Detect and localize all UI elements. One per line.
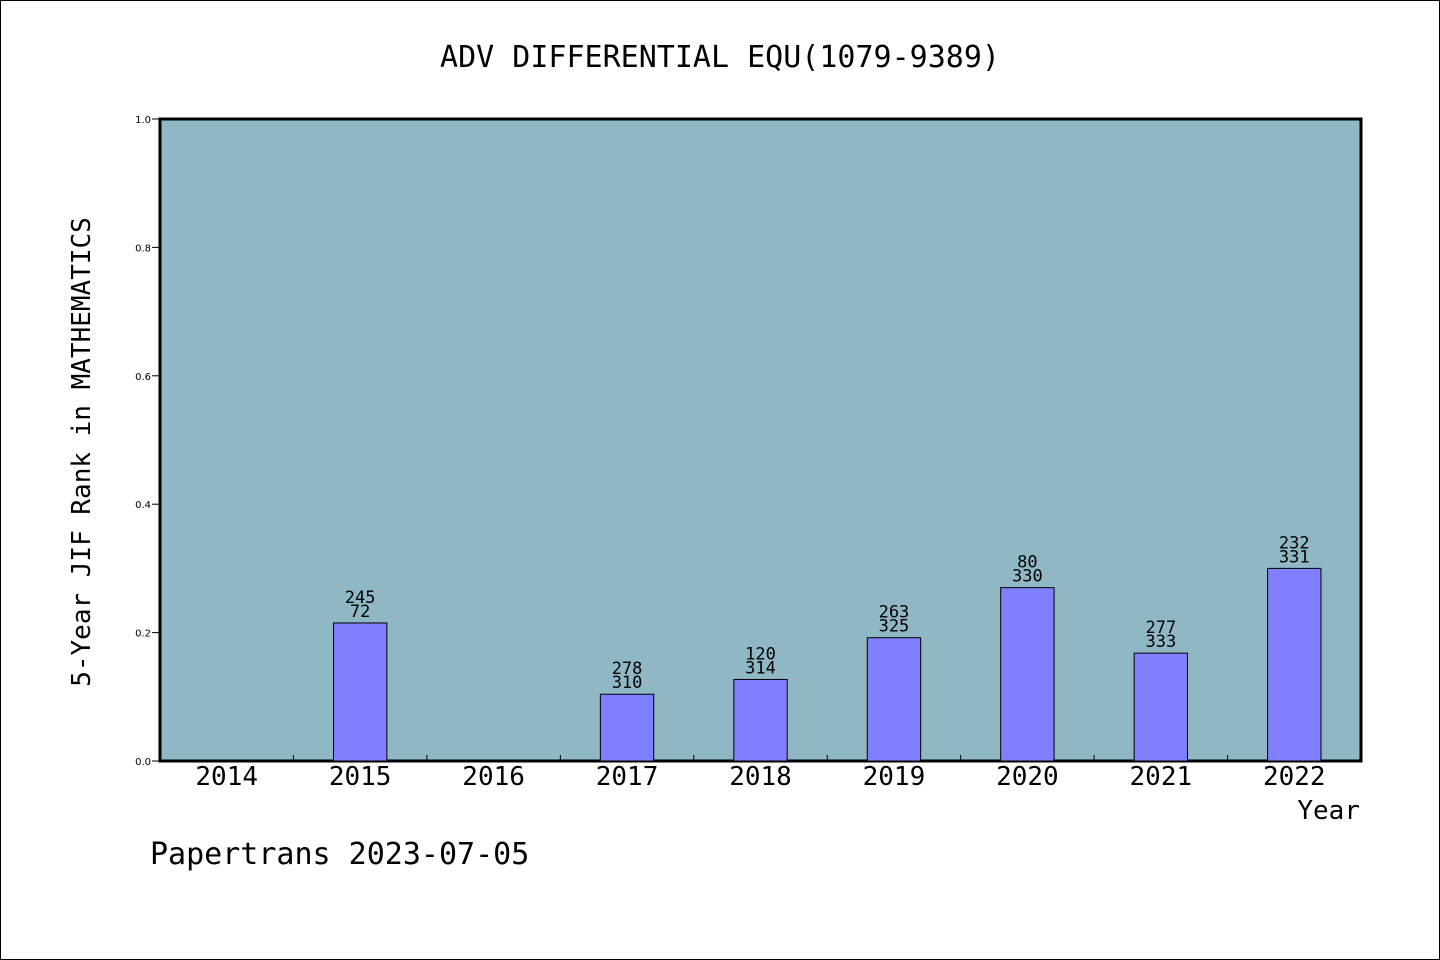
bar-label-top: 80 — [1017, 553, 1037, 573]
x-tick-label: 2016 — [462, 762, 525, 792]
y-axis-ticks: 0.0 0.2 0.4 0.6 0.8 1.0 — [135, 115, 160, 768]
y-tick-label: 1.0 — [135, 115, 151, 126]
x-axis-ticks: 2014 2015 2016 2017 2018 2019 2020 2021 2022 — [195, 755, 1326, 792]
bar-label-bottom: 325 — [879, 617, 910, 637]
bar-label-top: 120 — [745, 644, 776, 664]
x-tick-label: 2022 — [1263, 762, 1326, 792]
y-axis-label: 5-Year JIF Rank in MATHEMATICS — [67, 217, 97, 687]
y-tick-label: 0.2 — [135, 629, 151, 640]
bar-2020 — [1000, 587, 1055, 762]
bar-label-bottom: 314 — [745, 658, 776, 678]
x-axis-label: Year — [1297, 796, 1360, 826]
bar-label-bottom: 330 — [1012, 567, 1043, 587]
bar-label-bottom: 310 — [612, 673, 643, 693]
bar-label-top: 232 — [1279, 533, 1310, 553]
x-tick-label: 2015 — [329, 762, 392, 792]
y-tick-label: 0.4 — [135, 500, 151, 511]
chart-title: ADV DIFFERENTIAL EQU(1079-9389) — [440, 40, 1000, 75]
bar-2021 — [1133, 652, 1189, 762]
bar-label-bottom: 72 — [350, 602, 370, 622]
x-tick-label: 2019 — [863, 762, 926, 792]
x-tick-label: 2017 — [596, 762, 659, 792]
y-tick-label: 0.6 — [135, 372, 151, 383]
bar-label-bottom: 331 — [1279, 547, 1310, 567]
bar-label-top: 245 — [345, 588, 376, 608]
bar-2019 — [866, 637, 922, 762]
bar-label-top: 278 — [612, 659, 643, 679]
bars — [332, 567, 1322, 762]
bar-label-top: 263 — [879, 603, 910, 623]
bar-2018 — [733, 678, 788, 762]
x-tick-label: 2020 — [996, 762, 1059, 792]
x-tick-label: 2018 — [729, 762, 792, 792]
footer-text: Papertrans 2023-07-05 — [150, 837, 529, 872]
bar-2022 — [1267, 567, 1322, 762]
y-tick-label: 0.0 — [135, 757, 151, 768]
x-tick-label: 2014 — [195, 762, 258, 792]
bar-2017 — [599, 693, 655, 762]
y-tick-label: 0.8 — [135, 243, 151, 254]
x-tick-label: 2021 — [1130, 762, 1193, 792]
bar-2015 — [332, 622, 388, 762]
bar-label-top: 277 — [1145, 618, 1176, 638]
bar-label-bottom: 333 — [1145, 632, 1176, 652]
